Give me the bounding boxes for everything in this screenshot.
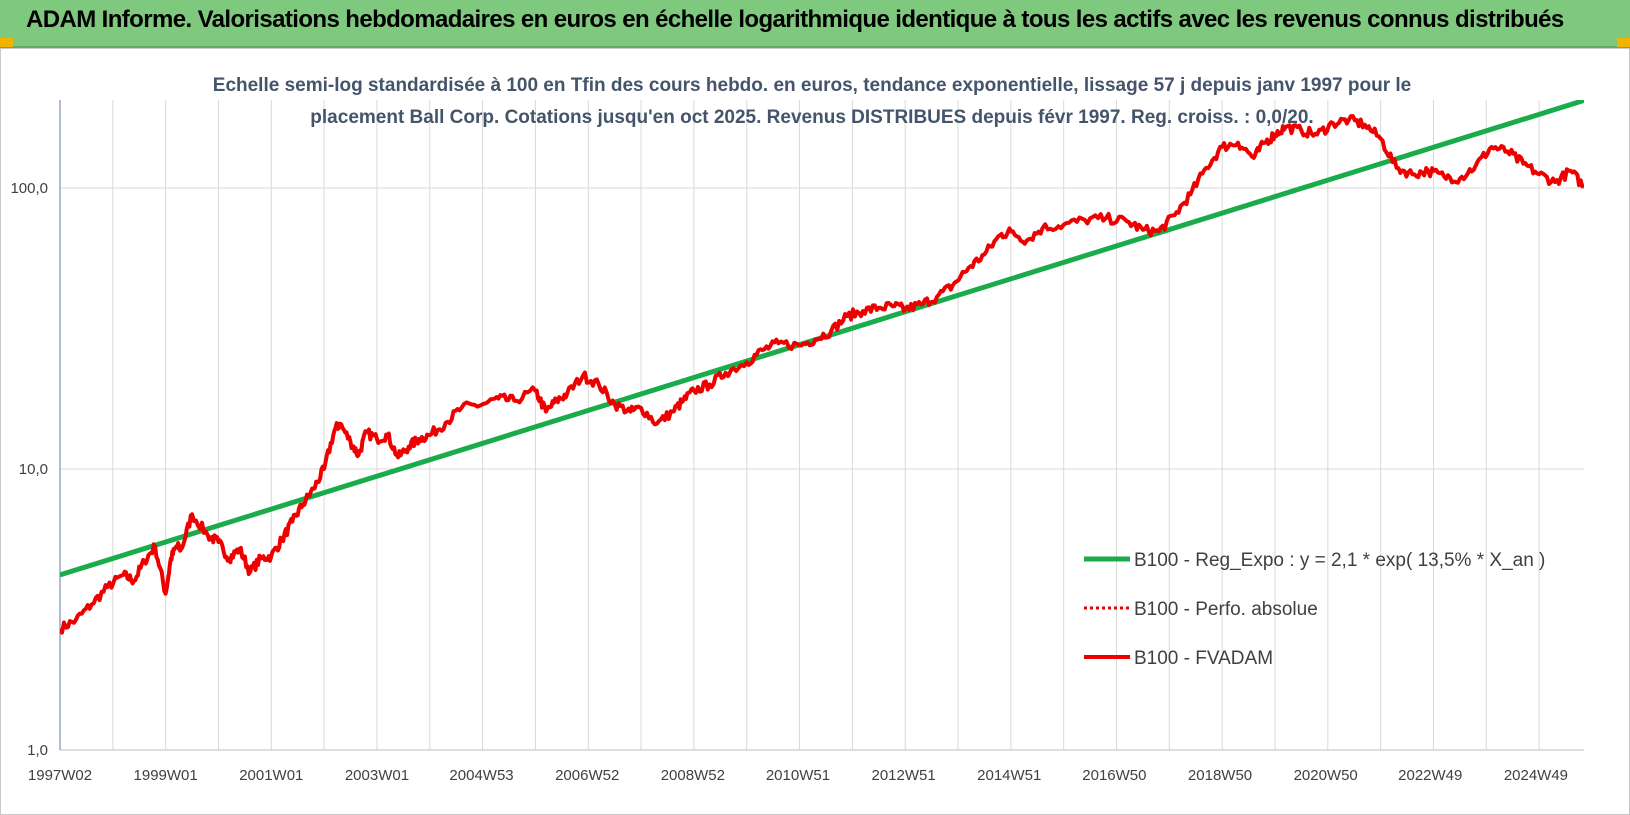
chart-title-line2: placement Ball Corp. Cotations jusqu'en … xyxy=(310,107,1313,128)
y-tick-label: 10,0 xyxy=(19,461,48,478)
x-tick-label: 2010W51 xyxy=(766,767,830,784)
corner-mark-top-right xyxy=(1617,38,1630,47)
legend-label: B100 - Reg_Expo : y = 2,1 * exp( 13,5% *… xyxy=(1134,550,1545,571)
x-tick-label: 2003W01 xyxy=(345,767,409,784)
y-tick-label: 100,0 xyxy=(10,180,48,197)
x-tick-label: 2020W50 xyxy=(1294,767,1358,784)
x-tick-label: 1997W02 xyxy=(28,767,92,784)
legend-label: B100 - FVADAM xyxy=(1134,648,1273,669)
x-tick-label: 2004W53 xyxy=(449,767,513,784)
x-tick-label: 2016W50 xyxy=(1082,767,1146,784)
corner-mark-top-left xyxy=(0,38,13,47)
axis-layer: 1,0 10,0 100,0 1997W02 1999W01 2001W01 2003W01… xyxy=(10,100,1584,784)
header-title: ADAM Informe. Valorisations hebdomadaire… xyxy=(26,6,1564,33)
legend-label: B100 - Perfo. absolue xyxy=(1134,599,1318,620)
x-tick-label: 2022W49 xyxy=(1398,767,1462,784)
x-tick-label: 1999W01 xyxy=(134,767,198,784)
legend: B100 - Reg_Expo : y = 2,1 * exp( 13,5% *… xyxy=(1084,550,1545,669)
x-tick-label: 2024W49 xyxy=(1504,767,1568,784)
x-tick-label: 2014W51 xyxy=(977,767,1041,784)
x-tick-label: 2012W51 xyxy=(872,767,936,784)
y-tick-label: 1,0 xyxy=(27,742,48,759)
chart-title-line1: Echelle semi-log standardisée à 100 en T… xyxy=(213,75,1411,96)
series-layer xyxy=(60,100,1584,635)
x-tick-label: 2018W50 xyxy=(1188,767,1252,784)
x-tick-label: 2006W52 xyxy=(555,767,619,784)
x-tick-label: 2001W01 xyxy=(239,767,303,784)
x-tick-label: 2008W52 xyxy=(661,767,725,784)
header-bar: ADAM Informe. Valorisations hebdomadaire… xyxy=(0,0,1630,48)
grid-layer xyxy=(59,100,1584,751)
series-line-solid-red xyxy=(60,114,1584,635)
